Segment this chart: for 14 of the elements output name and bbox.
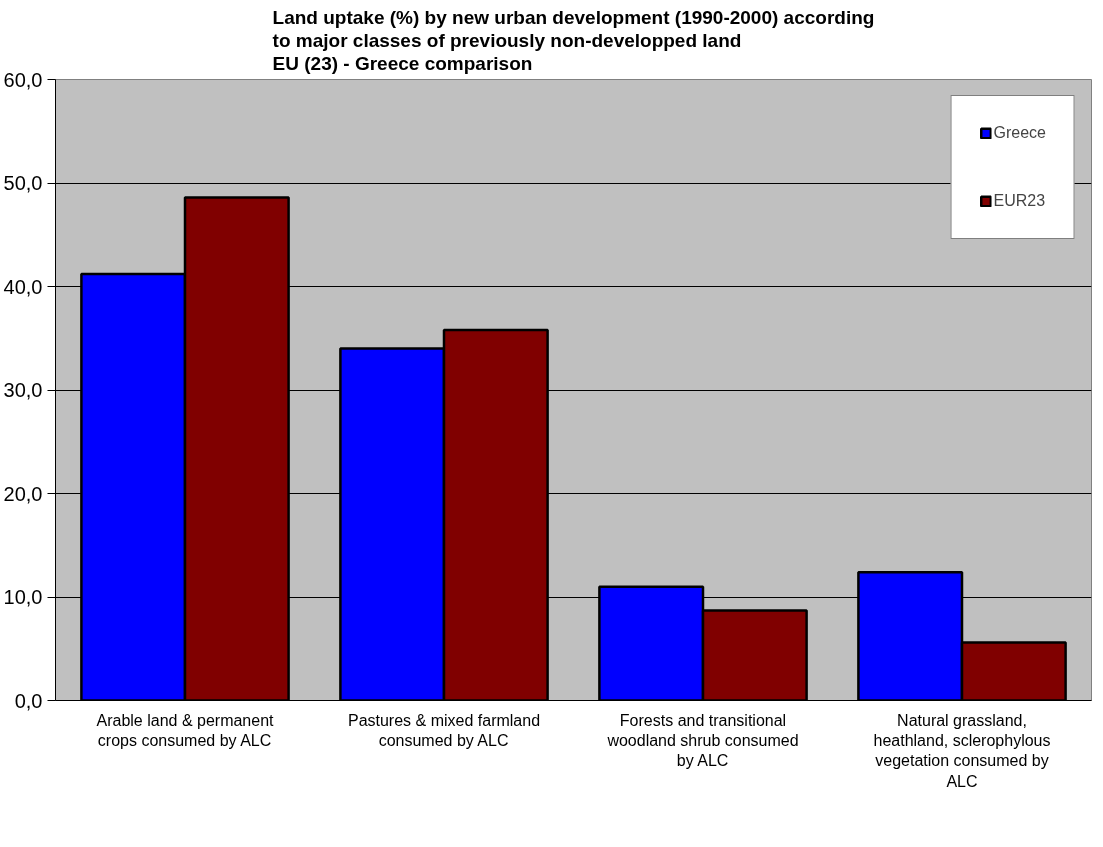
x-tick-label: Forests and transitional woodland shrub consumed by ALC — [606, 711, 799, 770]
x-tick-label: Pastures & mixed farmland consumed by ALC — [347, 711, 541, 749]
y-tick-label: 0,0 — [14, 689, 43, 712]
x-tick-label: Natural grassland, heathland, sclerophylous vegetation consumed by ALC — [873, 711, 1051, 790]
y-tick-label: 50,0 — [3, 172, 43, 194]
y-tick-label: 20,0 — [3, 482, 43, 505]
y-tick-label: 60,0 — [3, 68, 43, 91]
y-tick-label: 10,0 — [3, 586, 43, 608]
legend-label: EUR23 — [993, 192, 1046, 210]
x-tick-label: Arable land & permanent crops consumed by ALC — [96, 711, 275, 749]
y-tick-label: 30,0 — [3, 379, 43, 401]
y-tick-label: 40,0 — [3, 275, 43, 298]
chart-title: Land uptake (%) by new urban development (1990-2000) according to major classes of previously non-developped land EU (23) - Greece comparison — [272, 7, 875, 75]
legend-label: Greece — [993, 124, 1046, 142]
